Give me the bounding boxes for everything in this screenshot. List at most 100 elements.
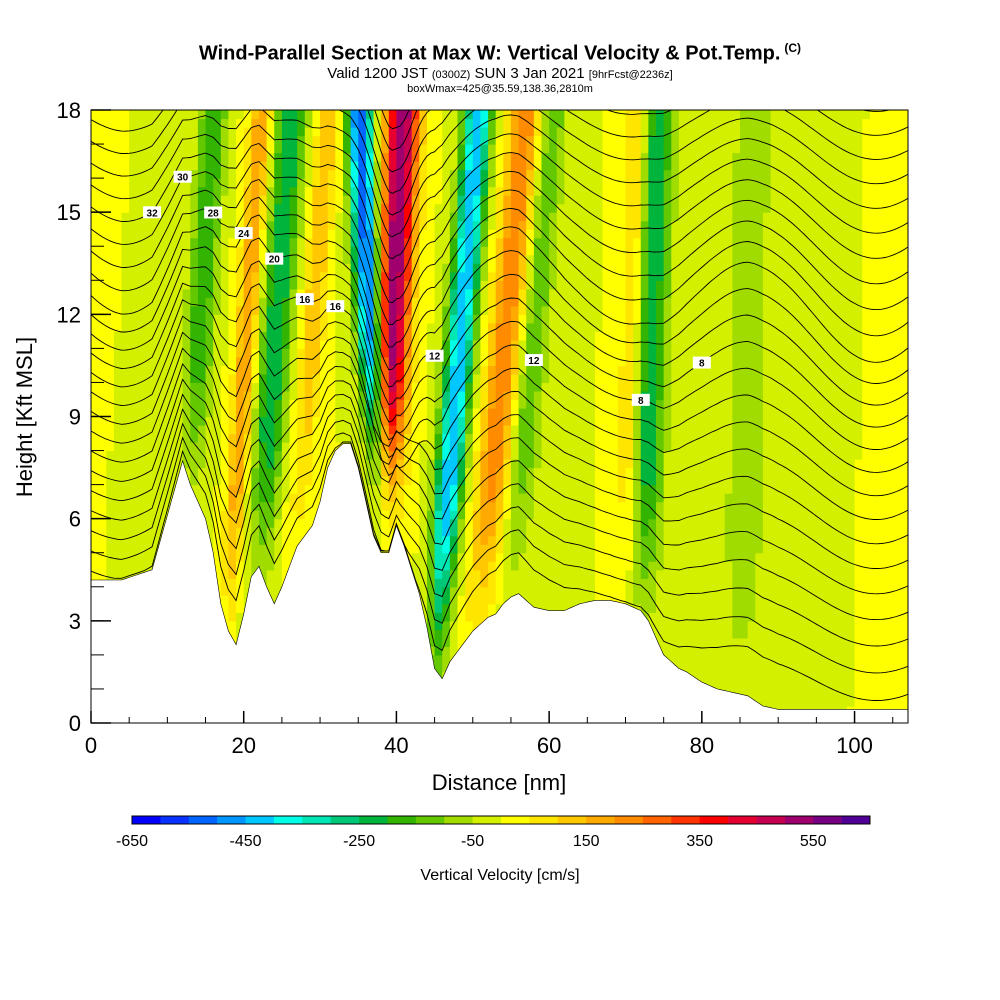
velocity-cell	[312, 212, 321, 222]
velocity-cell	[289, 407, 298, 418]
velocity-cell	[266, 544, 275, 554]
velocity-cell	[472, 118, 482, 128]
velocity-cell	[404, 229, 413, 239]
velocity-cell	[518, 288, 527, 298]
velocity-cell	[350, 110, 359, 120]
velocity-cell	[449, 535, 459, 545]
velocity-cell	[480, 212, 489, 222]
velocity-cell	[373, 212, 382, 222]
velocity-cell	[243, 578, 252, 588]
velocity-cell	[266, 399, 275, 409]
velocity-cell	[297, 382, 306, 392]
velocity-cell	[381, 322, 390, 332]
velocity-cell	[228, 280, 237, 290]
velocity-cell	[320, 263, 329, 273]
velocity-cell	[266, 322, 275, 332]
velocity-cell	[594, 169, 604, 179]
velocity-cell	[533, 161, 543, 171]
velocity-cell	[129, 467, 138, 477]
velocity-cell	[136, 527, 146, 537]
velocity-cell	[602, 288, 611, 298]
velocity-cell	[220, 178, 230, 188]
velocity-cell	[320, 433, 329, 443]
velocity-cell	[174, 305, 184, 315]
velocity-cell	[266, 425, 275, 435]
velocity-cell	[541, 322, 550, 332]
velocity-cell	[365, 288, 375, 298]
velocity-cell	[396, 297, 405, 307]
velocity-cell	[411, 322, 420, 332]
velocity-cell	[365, 127, 375, 137]
velocity-cell	[465, 620, 474, 630]
velocity-cell	[419, 220, 428, 230]
velocity-cell	[404, 178, 413, 188]
velocity-cell	[426, 297, 436, 307]
velocity-cell	[495, 510, 504, 520]
velocity-cell	[167, 178, 176, 188]
velocity-cell	[556, 144, 566, 154]
velocity-cell	[480, 510, 489, 520]
velocity-cell	[174, 118, 184, 128]
velocity-cell	[495, 237, 504, 247]
velocity-cell	[289, 339, 298, 349]
velocity-cell	[220, 518, 230, 528]
velocity-cell	[572, 450, 581, 460]
velocity-cell	[533, 229, 543, 239]
velocity-cell	[205, 501, 214, 511]
velocity-cell	[297, 450, 306, 460]
velocity-cell	[220, 450, 230, 460]
velocity-cell	[129, 297, 138, 307]
velocity-cell	[457, 407, 466, 418]
velocity-cell	[388, 127, 398, 137]
velocity-cell	[442, 510, 451, 520]
velocity-cell	[495, 569, 504, 579]
velocity-cell	[121, 237, 130, 247]
velocity-cell	[129, 152, 138, 162]
velocity-cell	[144, 450, 153, 460]
velocity-cell	[251, 305, 260, 315]
velocity-cell	[480, 152, 489, 162]
velocity-cell	[274, 331, 283, 341]
velocity-cell	[549, 535, 558, 545]
velocity-cell	[243, 118, 252, 128]
velocity-cell	[564, 280, 573, 290]
velocity-cell	[449, 561, 459, 571]
velocity-cell	[297, 399, 306, 409]
velocity-cell	[579, 493, 588, 503]
velocity-cell	[304, 433, 314, 443]
velocity-cell	[266, 501, 275, 511]
velocity-cell	[449, 484, 459, 494]
velocity-cell	[129, 220, 138, 230]
velocity-cell	[320, 305, 329, 315]
velocity-cell	[106, 127, 115, 137]
velocity-cell	[472, 433, 482, 443]
velocity-cell	[251, 365, 260, 375]
velocity-cell	[365, 416, 375, 426]
velocity-cell	[106, 399, 115, 409]
velocity-cell	[228, 629, 237, 639]
velocity-cell	[495, 425, 504, 435]
velocity-cell	[220, 595, 230, 605]
velocity-cell	[465, 501, 474, 511]
velocity-cell	[480, 339, 489, 349]
velocity-cell	[518, 331, 527, 341]
velocity-cell	[594, 407, 604, 418]
velocity-cell	[205, 229, 214, 239]
velocity-cell	[579, 569, 588, 579]
velocity-cell	[129, 416, 138, 426]
velocity-cell	[274, 407, 283, 418]
velocity-cell	[358, 365, 367, 375]
velocity-cell	[129, 382, 138, 392]
velocity-cell	[320, 135, 329, 145]
velocity-cell	[480, 161, 489, 171]
velocity-cell	[579, 595, 588, 605]
velocity-cell	[579, 314, 588, 324]
velocity-cell	[304, 322, 314, 332]
velocity-cell	[320, 127, 329, 137]
velocity-cell	[495, 203, 504, 213]
velocity-cell	[190, 322, 199, 332]
velocity-cell	[174, 220, 184, 230]
velocity-cell	[434, 382, 443, 392]
velocity-cell	[274, 382, 283, 392]
velocity-cell	[518, 433, 527, 443]
